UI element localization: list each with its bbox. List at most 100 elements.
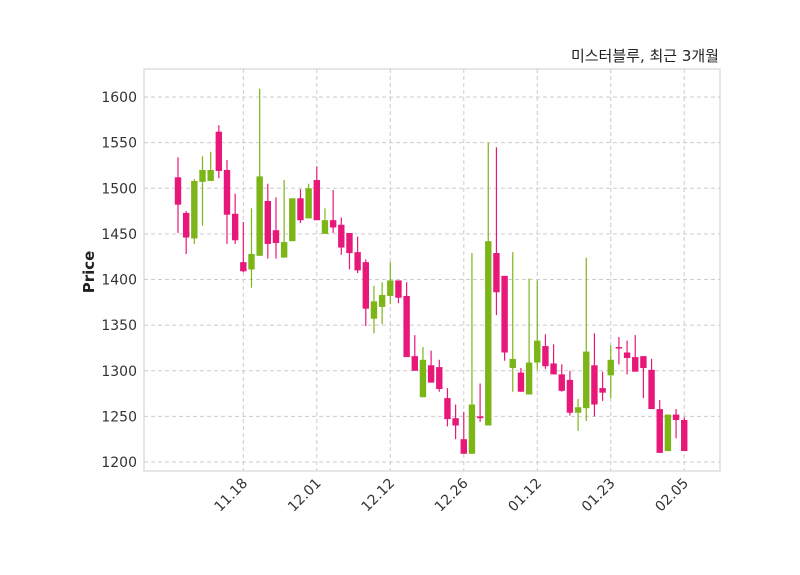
candle [264,183,272,259]
candle [485,142,492,426]
candle-body [583,351,590,409]
candle [346,232,353,270]
candle [501,275,508,361]
candle [591,333,598,417]
candle-body [191,180,198,239]
candle-body [476,416,484,419]
candle [476,383,484,422]
candle [256,88,263,256]
x-axis-ticks: 11.18 12.01 12.12 12.26 01.12 01.23 02.05 [211,475,692,515]
candle-body [534,340,541,363]
candle [640,356,647,399]
chart-title: 미스터블루, 최근 3개월 [571,47,719,65]
x-tick-label: 01.23 [579,476,619,516]
candle-body [525,362,533,395]
candle [223,159,231,244]
candle [321,208,329,234]
candle [599,371,606,401]
candle-body [615,347,623,349]
candle-body [362,262,369,309]
candle [403,282,410,358]
y-tick-label: 1350 [101,318,137,334]
y-tick-label: 1250 [101,409,137,425]
candle [289,198,296,242]
candle-body [387,280,394,296]
candle [305,183,312,219]
candle [248,208,255,288]
x-tick-label: 02.05 [652,476,692,516]
candle-body [313,180,321,221]
candle [436,359,443,392]
x-tick-label: 12.12 [358,476,398,516]
candle [558,364,565,392]
candle-body [207,170,214,181]
candle-body [436,367,443,389]
candle [452,404,459,440]
candle-body [558,374,565,391]
candle-body [223,170,231,215]
candle-body [485,241,492,426]
candle [664,414,672,452]
candle [525,278,533,395]
candle [215,125,223,179]
candle-body [591,365,598,405]
candle-body [493,253,500,293]
candle [338,217,345,255]
candle [542,334,549,369]
y-axis-label: Price [80,251,98,294]
candle-body [501,275,508,353]
candle [419,347,427,398]
candle-body [199,170,206,182]
y-tick-label: 1450 [101,227,137,243]
candle-body [509,358,516,369]
candle [313,166,321,221]
x-tick-label: 12.01 [285,476,325,516]
candle-body [240,262,247,272]
candle [493,147,500,316]
candle [460,411,467,454]
candle [534,280,541,370]
candle [370,285,378,334]
candle-body [444,398,451,420]
candle-body [354,252,361,271]
candle [378,282,386,325]
candle-body [305,188,312,219]
candle [615,336,623,365]
candle-body [395,280,402,298]
candle [297,189,304,223]
candle [672,409,680,439]
x-tick-label: 01.12 [505,476,545,516]
candle [231,193,239,244]
candle [395,280,402,304]
candle [174,157,182,233]
candle-body [256,176,263,256]
candle-body [280,242,288,258]
candle [444,388,451,427]
candle [550,344,557,375]
candle-body [329,220,337,228]
candle-body [632,357,639,372]
candle-body [346,232,353,254]
candle [623,340,631,375]
y-tick-label: 1200 [101,455,137,471]
candle [411,335,418,371]
candle [656,399,663,453]
y-tick-label: 1500 [101,181,137,197]
candle-body [427,365,435,383]
candle [509,252,516,392]
candle [583,257,590,421]
candle-body [215,131,223,171]
candle-body [460,439,467,454]
candle [517,368,525,392]
y-tick-label: 1550 [101,136,137,152]
candle [387,262,394,305]
candle-body [338,224,345,248]
candle-body [370,301,378,319]
candle-body [272,230,280,243]
candle [182,211,190,254]
candle-body [231,213,239,241]
candle [681,417,688,452]
candle-body [681,420,688,452]
candle [566,370,574,416]
